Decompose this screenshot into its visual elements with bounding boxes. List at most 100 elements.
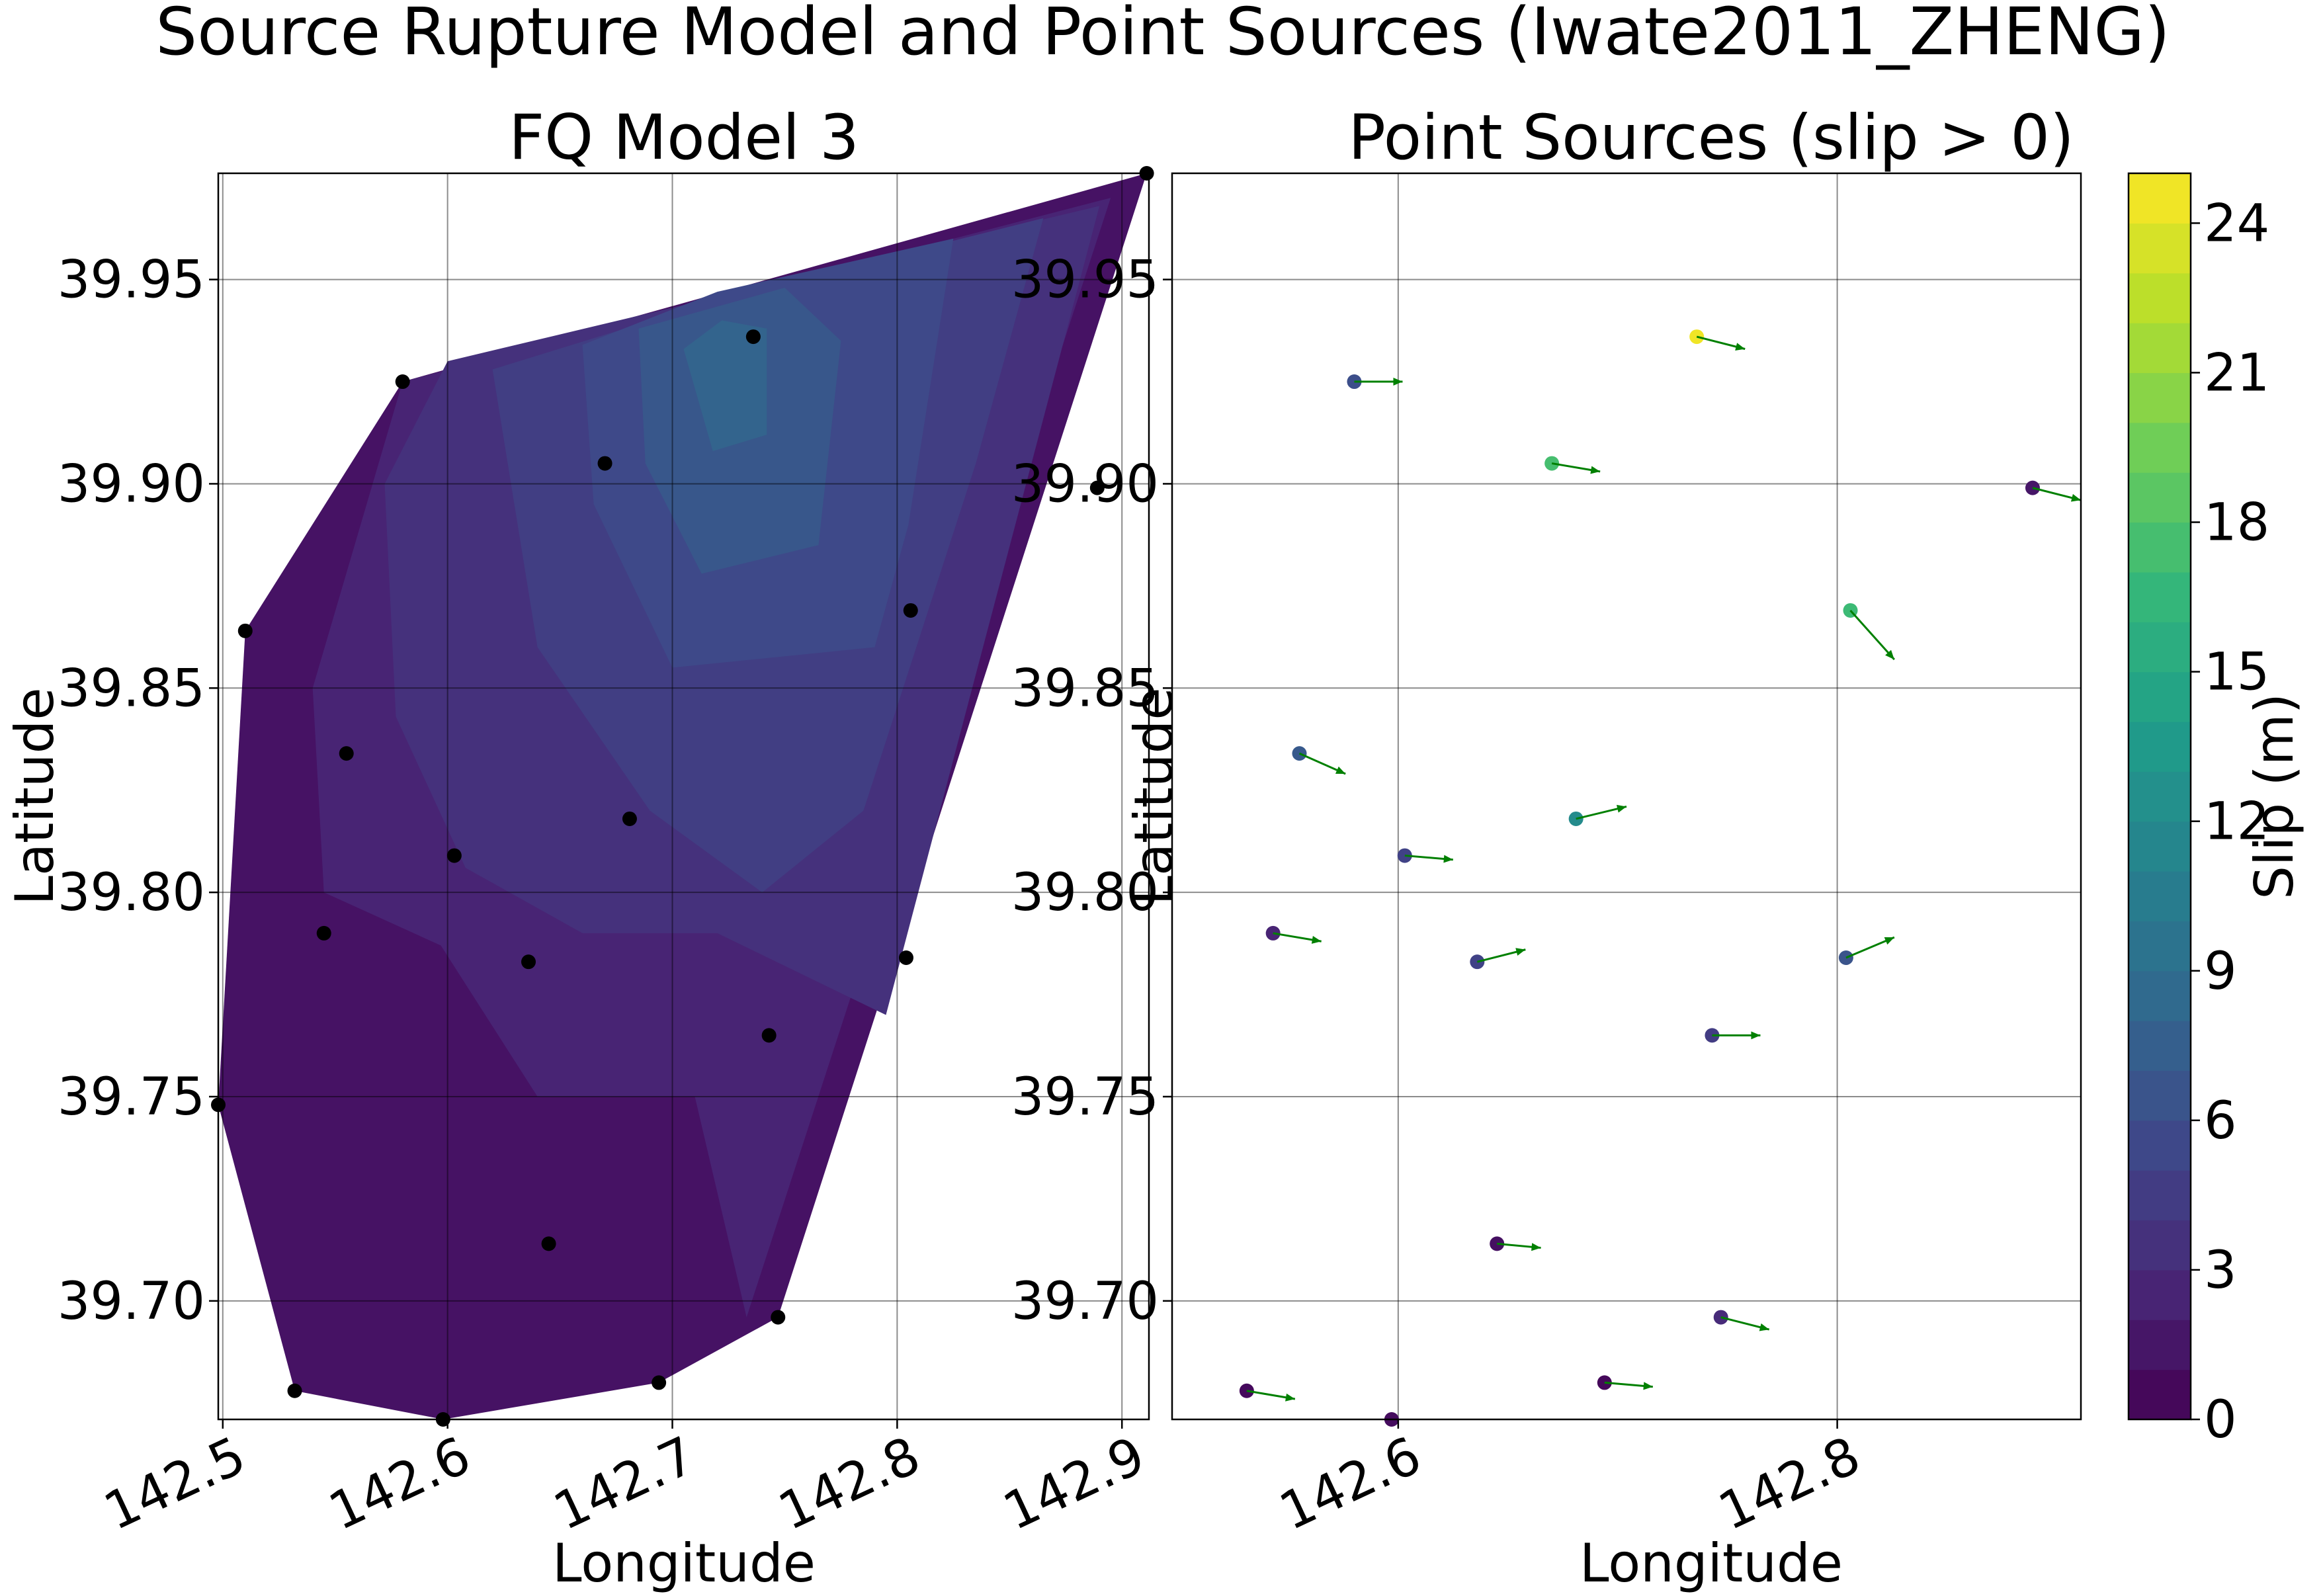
right-plot-frame <box>1171 172 2082 1421</box>
source-point-marker <box>771 1310 786 1325</box>
left-plot-frame <box>217 172 1150 1421</box>
colorbar-level-block <box>2129 871 2191 921</box>
source-point-marker <box>622 811 637 826</box>
slip-arrow-head <box>1759 1323 1769 1331</box>
colorbar-level-block <box>2129 1170 2191 1221</box>
slip-arrow-head <box>2070 493 2081 502</box>
slip-direction-arrow <box>1849 609 1896 661</box>
colorbar-tick-label: 0 <box>2204 1390 2237 1450</box>
colorbar-level-block <box>2129 970 2191 1021</box>
figure-title: Source Rupture Model and Point Sources (… <box>155 0 2170 70</box>
right-source-points <box>1239 329 2082 1427</box>
colorbar-level-block <box>2129 372 2191 423</box>
left-x-axis-label: Longitude <box>552 1533 816 1594</box>
colorbar-level-block <box>2129 173 2191 224</box>
right-y-ticks: 39.70 39.75 39.80 39.85 39.90 39.95 <box>1011 251 1172 1331</box>
source-point-marker <box>652 1375 667 1390</box>
colorbar-tick-label: 21 <box>2204 343 2269 403</box>
colorbar-level-block <box>2129 671 2191 722</box>
colorbar-level-block <box>2129 522 2191 573</box>
colorbar-level-block <box>2129 273 2191 323</box>
source-point-marker <box>745 329 761 345</box>
colorbar-tick-label: 3 <box>2204 1241 2237 1300</box>
colorbar-ticks: 0 3 6 9 12 15 18 21 24 <box>2191 194 2269 1450</box>
source-point-marker <box>903 603 918 618</box>
colorbar-level-block <box>2129 721 2191 772</box>
source-point-marker <box>521 954 536 970</box>
source-point-marker <box>316 925 331 941</box>
right-x-axis-label: Longitude <box>1580 1533 1843 1594</box>
slip-arrow-head <box>1643 1382 1653 1390</box>
source-point-marker <box>446 848 462 863</box>
colorbar-level-block <box>2129 1369 2191 1420</box>
left-y-tick-label: 39.90 <box>58 454 205 514</box>
right-y-tick-label: 39.95 <box>1011 251 1159 310</box>
slip-arrow-head <box>1590 466 1601 474</box>
left-y-tick-label: 39.95 <box>58 251 205 310</box>
colorbar-level-block <box>2129 1220 2191 1271</box>
colorbar-level-block <box>2129 771 2191 822</box>
colorbar-tick-label: 6 <box>2204 1091 2237 1151</box>
left-x-tick-label: 142.8 <box>770 1426 929 1542</box>
source-point-marker <box>541 1236 556 1251</box>
slip-arrow-head <box>1751 1031 1761 1040</box>
colorbar-label: Slip (m) <box>2244 693 2305 900</box>
left-x-tick-label: 142.6 <box>320 1426 479 1542</box>
source-point-marker <box>898 950 913 965</box>
source-point-marker <box>395 374 410 390</box>
slip-arrow-head <box>1616 804 1626 813</box>
right-y-tick-label: 39.90 <box>1011 454 1159 514</box>
left-x-ticks: 142.5 142.6 142.7 142.8 142.9 <box>95 1419 1154 1542</box>
source-point-marker <box>761 1028 777 1043</box>
right-y-tick-label: 39.70 <box>1011 1272 1159 1331</box>
slip-contour-fill <box>218 173 1147 1419</box>
colorbar-level-block <box>2129 323 2191 374</box>
left-x-tick-label: 142.9 <box>995 1426 1154 1542</box>
source-point-marker <box>237 623 253 638</box>
left-y-tick-label: 39.80 <box>58 863 205 923</box>
colorbar-level-block <box>2129 821 2191 872</box>
colorbar-level-block <box>2129 1070 2191 1121</box>
slip-arrow-head <box>1443 855 1453 863</box>
colorbar-level-block <box>2129 1269 2191 1320</box>
slip-arrow-head <box>1311 936 1322 944</box>
right-y-tick-label: 39.75 <box>1011 1068 1159 1127</box>
slip-arrow-head <box>1885 650 1894 660</box>
left-x-tick-label: 142.5 <box>95 1426 254 1542</box>
colorbar-blocks <box>2129 173 2191 1420</box>
colorbar-level-block <box>2129 921 2191 972</box>
colorbar-level-block <box>2129 472 2191 523</box>
left-y-axis-label: Latitude <box>4 687 65 905</box>
right-x-ticks: 142.6 142.8 <box>1271 1419 1869 1542</box>
right-chart-title: Point Sources (slip > 0) <box>1348 102 2074 174</box>
colorbar-tick-label: 9 <box>2204 942 2237 1001</box>
right-y-axis-label: Latitude <box>1123 687 1185 905</box>
left-y-tick-label: 39.75 <box>58 1068 205 1127</box>
right-chart: Point Sources (slip > 0) 142.6 142.8 39.7… <box>1011 102 2082 1594</box>
source-point-marker <box>339 746 354 761</box>
colorbar-level-block <box>2129 622 2191 673</box>
slip-contour-level-6 <box>683 320 767 451</box>
colorbar-tick-label: 12 <box>2204 792 2269 852</box>
slip-arrow-head <box>1335 766 1346 775</box>
colorbar-tick-label: 18 <box>2204 493 2269 553</box>
colorbar-level-block <box>2129 1021 2191 1071</box>
left-chart: FQ Model 3 142.5 142.6 142.7 142.8 142.9 39.… <box>4 102 1154 1594</box>
colorbar-level-block <box>2129 422 2191 473</box>
source-point-marker <box>1089 480 1105 495</box>
colorbar: 0 3 6 9 12 15 18 21 24 Slip (m) <box>2127 172 2305 1450</box>
left-y-tick-label: 39.85 <box>58 659 205 718</box>
right-y-tick-label: 39.80 <box>1011 863 1159 923</box>
colorbar-level-block <box>2129 571 2191 622</box>
left-x-tick-label: 142.7 <box>545 1426 704 1542</box>
source-point-marker <box>597 456 612 471</box>
right-x-tick-label: 142.6 <box>1271 1426 1429 1542</box>
colorbar-level-block <box>2129 223 2191 274</box>
colorbar-level-block <box>2129 1320 2191 1370</box>
slip-arrow-head <box>1735 343 1746 351</box>
right-y-tick-label: 39.85 <box>1011 659 1159 718</box>
left-y-tick-label: 39.70 <box>58 1272 205 1331</box>
source-point-marker <box>287 1383 302 1398</box>
slip-arrow-head <box>1393 378 1403 386</box>
